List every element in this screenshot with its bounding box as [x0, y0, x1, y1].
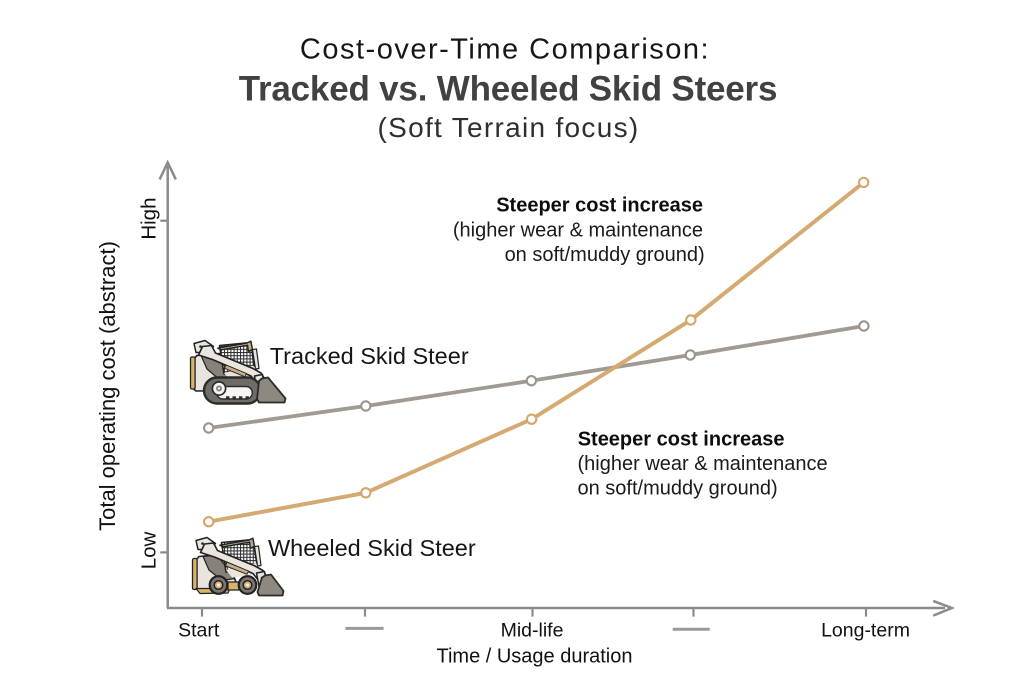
svg-text:Low: Low	[138, 532, 161, 570]
svg-text:Mid-life: Mid-life	[501, 620, 564, 642]
svg-text:Tracked Skid Steer: Tracked Skid Steer	[270, 343, 469, 369]
svg-text:Time / Usage duration: Time / Usage duration	[436, 646, 632, 668]
svg-text:Start: Start	[178, 620, 220, 642]
svg-text:Steeper cost increase: Steeper cost increase	[496, 194, 703, 216]
svg-text:High: High	[138, 198, 161, 240]
svg-text:Tracked vs. Wheeled Skid Steer: Tracked vs. Wheeled Skid Steers	[239, 69, 778, 108]
svg-text:Cost-over-Time Comparison:: Cost-over-Time Comparison:	[300, 34, 710, 66]
svg-text:on soft/muddy ground): on soft/muddy ground)	[505, 244, 705, 266]
svg-text:Long-term: Long-term	[821, 620, 910, 642]
svg-text:(higher wear & maintenance: (higher wear & maintenance	[453, 220, 703, 242]
svg-text:Steeper cost increase: Steeper cost increase	[578, 429, 785, 451]
svg-text:on soft/muddy ground): on soft/muddy ground)	[578, 478, 778, 500]
svg-text:Total operating cost (abstract: Total operating cost (abstract)	[95, 241, 120, 531]
svg-text:(Soft Terrain focus): (Soft Terrain focus)	[377, 112, 639, 143]
svg-text:(higher wear & maintenance: (higher wear & maintenance	[578, 453, 828, 475]
svg-text:Wheeled Skid Steer: Wheeled Skid Steer	[268, 535, 476, 561]
